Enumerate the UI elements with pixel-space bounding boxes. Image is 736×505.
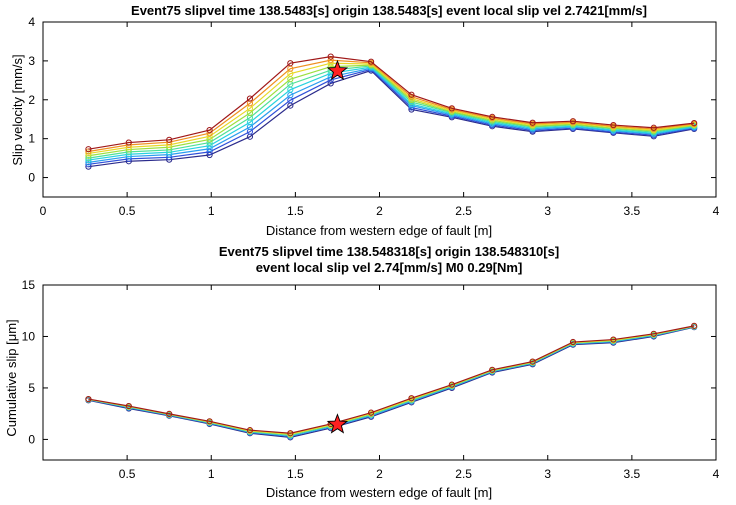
chart-bottom-title-line2: event local slip vel 2.74[mm/s] M0 0.29[… (256, 260, 523, 275)
series-line-6 (88, 62, 695, 155)
x-tick-label: 3 (544, 204, 551, 218)
y-tick-label: 15 (22, 278, 36, 292)
y-tick-label: 0 (28, 432, 35, 446)
data-point (166, 136, 173, 143)
series-line-1 (88, 68, 695, 165)
data-point (327, 53, 334, 60)
x-tick-label: 1 (208, 204, 215, 218)
data-point (125, 139, 132, 146)
x-tick-label: 0.5 (119, 467, 136, 481)
x-tick-label: 1 (208, 467, 215, 481)
series-line-0 (88, 69, 695, 168)
data-point (610, 121, 617, 129)
data-point (246, 114, 254, 121)
x-tick-label: 2.5 (455, 204, 472, 218)
data-point (569, 338, 577, 346)
data-point (246, 427, 254, 434)
series-line-8 (88, 56, 695, 150)
data-point (650, 124, 657, 131)
chart-top-title: Event75 slipvel time 138.5483[s] origin … (131, 3, 647, 18)
series-line-4 (88, 325, 695, 434)
data-point (125, 402, 132, 410)
data-point (691, 322, 698, 329)
x-tick-label: 0 (40, 204, 47, 218)
series-line-4 (88, 65, 695, 159)
data-point (367, 409, 375, 416)
data-point (85, 146, 92, 153)
data-point (529, 358, 536, 365)
x-tick-label: 4 (713, 204, 720, 218)
data-point (246, 95, 254, 102)
chart-top-ylabel: Slip velocity [mm/s] (10, 54, 25, 165)
chart-top: Event75 slipvel time 138.5483[s] origin … (10, 3, 720, 238)
chart-top-xlabel: Distance from western edge of fault [m] (266, 223, 492, 238)
chart-top-series (85, 53, 698, 170)
data-point (610, 336, 617, 343)
data-point (448, 105, 455, 112)
data-point (367, 58, 375, 65)
y-tick-label: 0 (28, 171, 35, 185)
chart-bottom-axes-box (42, 284, 717, 461)
x-tick-label: 2.5 (455, 467, 472, 481)
data-point (408, 91, 415, 98)
chart-bottom-ylabel: Cumulative slip [μm] (4, 319, 19, 436)
x-tick-label: 2 (376, 204, 383, 218)
x-tick-label: 0.5 (119, 204, 136, 218)
y-tick-label: 2 (28, 93, 35, 107)
series-line-7 (88, 59, 695, 153)
data-point (448, 381, 455, 388)
data-point (650, 330, 657, 337)
chart-top-ticks: 0 0.5 1 1.5 2 2.5 3 3.5 4 0 1 2 3 4 (28, 15, 719, 218)
data-point (166, 410, 173, 417)
data-point (569, 118, 577, 125)
data-point (206, 127, 213, 134)
series-line-3 (88, 66, 695, 161)
x-tick-label: 1.5 (287, 204, 304, 218)
data-point (327, 57, 334, 64)
chart-bottom-ticks: 0.5 1 1.5 2 2.5 3 3.5 4 0 5 10 15 (22, 278, 720, 481)
data-point (287, 60, 294, 67)
chart-bottom: Event75 slipvel time 138.548318[s] origi… (4, 244, 720, 500)
data-point (85, 150, 92, 157)
y-tick-label: 5 (28, 381, 35, 395)
x-tick-label: 3.5 (624, 204, 641, 218)
y-tick-label: 4 (28, 15, 35, 29)
data-point (327, 80, 334, 87)
data-point (246, 119, 254, 126)
data-point (287, 430, 294, 437)
data-point (85, 161, 92, 168)
series-line-2 (88, 67, 695, 163)
data-point (85, 395, 92, 403)
data-point (246, 100, 254, 107)
chart-bottom-title-line1: Event75 slipvel time 138.548318[s] origi… (219, 244, 559, 259)
y-tick-label: 1 (28, 132, 35, 146)
x-tick-label: 3 (544, 467, 551, 481)
x-tick-label: 4 (713, 467, 720, 481)
data-point (246, 128, 254, 135)
chart-bottom-xlabel: Distance from western edge of fault [m] (266, 485, 492, 500)
data-point (489, 366, 496, 373)
chart-top-star (326, 59, 349, 81)
data-point (206, 418, 213, 425)
data-point (529, 119, 536, 126)
chart-bottom-star (326, 413, 349, 434)
data-point (246, 123, 254, 131)
data-point (489, 113, 496, 120)
x-tick-label: 1.5 (287, 467, 304, 481)
y-tick-label: 3 (28, 54, 35, 68)
star-marker (326, 413, 349, 434)
data-point (85, 156, 92, 164)
data-point (691, 120, 698, 127)
x-tick-label: 3.5 (624, 467, 641, 481)
data-point (246, 109, 254, 117)
star-marker (326, 59, 349, 81)
y-tick-label: 10 (22, 329, 36, 343)
chart-top-axes-box (42, 21, 717, 198)
chart-bottom-series (85, 322, 698, 441)
series-line-0 (88, 326, 695, 438)
series-line-5 (88, 64, 695, 157)
x-tick-label: 2 (376, 467, 383, 481)
data-point (408, 395, 415, 402)
